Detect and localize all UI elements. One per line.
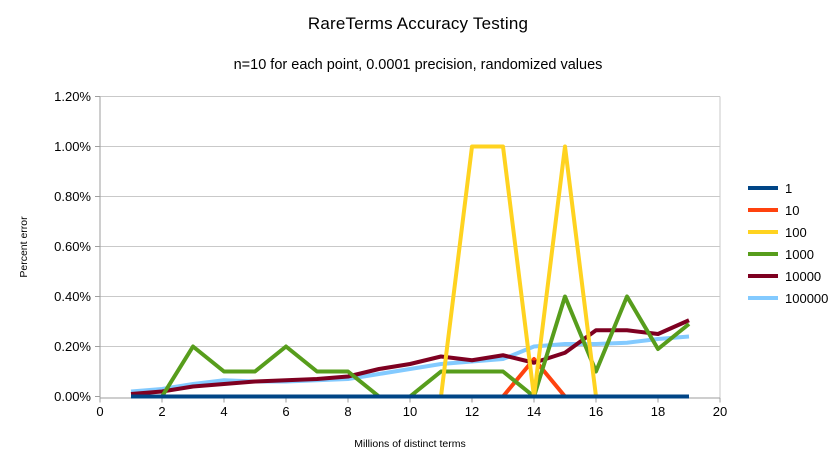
legend-item-10: 10 (748, 199, 828, 221)
legend-label: 1 (785, 180, 793, 196)
y-tick-label: 0.40% (54, 289, 91, 304)
x-tick-label: 4 (220, 404, 227, 419)
legend-label: 10 (785, 202, 800, 218)
legend-label: 100 (785, 224, 807, 240)
y-tick-label: 0.20% (54, 339, 91, 354)
legend-swatch-icon (748, 273, 778, 279)
legend-swatch-icon (748, 251, 778, 257)
y-tick-label: 1.20% (54, 89, 91, 104)
legend-item-1: 1 (748, 177, 828, 199)
y-tick-label: 1.00% (54, 139, 91, 154)
legend-item-1000: 1000 (748, 243, 828, 265)
x-tick-label: 0 (96, 404, 103, 419)
x-tick-label: 16 (589, 404, 603, 419)
legend-item-100: 100 (748, 221, 828, 243)
x-tick-label: 6 (282, 404, 289, 419)
x-tick-label: 2 (158, 404, 165, 419)
chart-title: RareTerms Accuracy Testing (307, 14, 529, 33)
x-axis-title: Millions of distinct terms (354, 438, 466, 450)
y-tick-label: 0.00% (54, 389, 91, 404)
x-tick-label: 10 (403, 404, 417, 419)
chart-subtitle: n=10 for each point, 0.0001 precision, r… (233, 57, 603, 73)
legend-swatch-icon (748, 229, 778, 235)
series-line-100000 (130, 334, 690, 394)
series-line-100 (131, 144, 689, 399)
legend-item-10000: 10000 (748, 265, 828, 287)
x-tick-label: 8 (344, 404, 351, 419)
legend: 1 10 100 1000 10000 100000 (748, 177, 828, 309)
x-tick-label: 14 (527, 404, 541, 419)
legend-swatch-icon (748, 207, 778, 213)
legend-swatch-icon (748, 295, 778, 301)
legend-swatch-icon (748, 185, 778, 191)
legend-label: 10000 (785, 268, 822, 284)
x-tick-label: 12 (465, 404, 479, 419)
legend-label: 100000 (785, 290, 829, 306)
y-tick-label: 0.80% (54, 189, 91, 204)
y-tick-label: 0.60% (54, 239, 91, 254)
legend-item-100000: 100000 (748, 287, 828, 309)
series-line-10000 (130, 318, 690, 396)
legend-label: 1000 (785, 246, 814, 262)
x-tick-label: 18 (651, 404, 665, 419)
x-tick-label: 20 (713, 404, 727, 419)
